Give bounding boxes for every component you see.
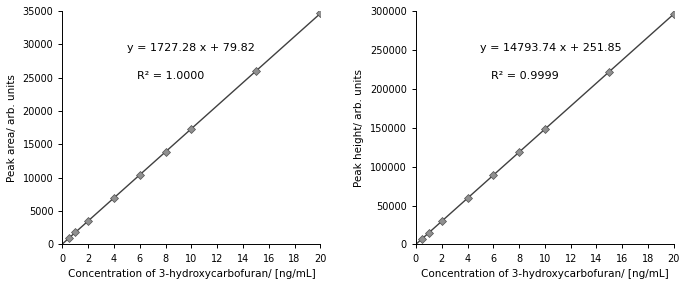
- Text: y = 1727.28 x + 79.82: y = 1727.28 x + 79.82: [127, 43, 255, 53]
- Text: R² = 0.9999: R² = 0.9999: [491, 71, 559, 81]
- Y-axis label: Peak area/ arb. units: Peak area/ arb. units: [7, 74, 17, 182]
- X-axis label: Concentration of 3-hydroxycarbofuran/ [ng/mL]: Concentration of 3-hydroxycarbofuran/ [n…: [67, 269, 315, 279]
- X-axis label: Concentration of 3-hydroxycarbofuran/ [ng/mL]: Concentration of 3-hydroxycarbofuran/ [n…: [421, 269, 668, 279]
- Text: y = 14793.74 x + 251.85: y = 14793.74 x + 251.85: [480, 43, 622, 53]
- Text: R² = 1.0000: R² = 1.0000: [137, 71, 205, 81]
- Y-axis label: Peak height/ arb. units: Peak height/ arb. units: [354, 69, 364, 187]
